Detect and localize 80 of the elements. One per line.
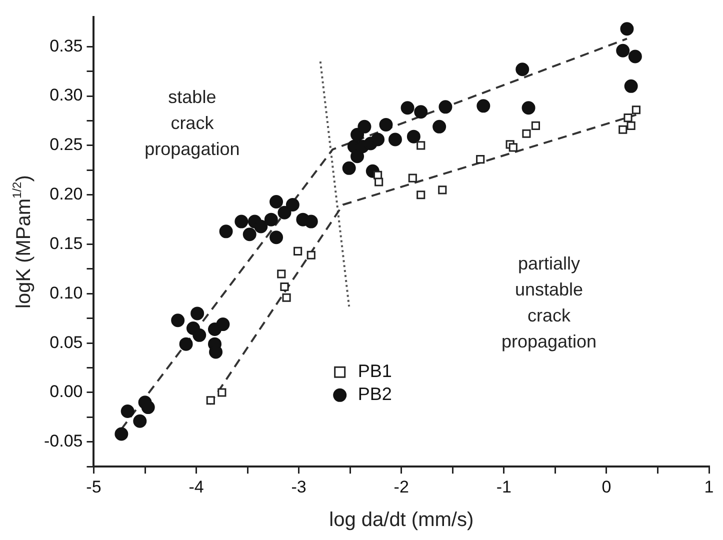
x-tick-label: -3 [291,477,306,496]
point [190,306,204,320]
point [476,99,490,113]
point [400,101,414,115]
point [432,120,446,134]
point [216,318,230,332]
point [476,155,485,164]
point [379,118,393,132]
point [234,214,248,228]
point [414,105,428,119]
point [141,400,155,414]
point [406,130,420,144]
y-tick-label: 0.30 [50,86,83,105]
point [280,282,289,292]
annotation: stable crack propagation [144,86,240,159]
point [206,396,215,405]
point [133,414,147,428]
point [374,178,384,186]
point [616,44,630,58]
point [120,404,134,418]
point [522,101,536,115]
point [618,125,628,134]
point [620,22,634,36]
point [306,250,316,260]
point [416,141,426,150]
point [179,337,193,351]
point [632,106,640,114]
point [350,150,364,164]
point [531,121,540,130]
point [628,50,642,64]
point [522,129,531,138]
y-tick-label: 0.15 [50,234,83,253]
point [219,224,233,238]
point [508,143,518,152]
x-tick-label: -5 [86,477,102,496]
point [516,62,530,76]
x-tick-label: 0 [602,477,612,496]
point [342,161,356,175]
point [388,132,402,146]
point [254,220,268,234]
point [270,230,284,244]
point [242,228,256,242]
point [264,212,278,226]
point [218,388,226,397]
y-tick-label: 0.20 [50,184,83,204]
x-tick-label: -4 [188,477,204,496]
point [438,100,452,114]
point [278,206,292,220]
y-tick-label: 0.35 [50,36,83,56]
point [114,427,128,441]
legend-label: PB2 [358,384,392,404]
y-tick-label: 0.05 [50,332,83,352]
point [438,186,447,194]
y-tick-label: 0.25 [50,135,83,154]
point [270,195,284,209]
x-tick-label: 1 [704,477,714,496]
point [416,190,426,200]
point [358,120,372,134]
point [282,293,291,302]
point [286,198,300,212]
point [294,246,302,256]
y-tick-label: -0.05 [44,432,83,451]
y-tick-label: 0.10 [50,283,83,302]
point [408,174,417,182]
point [277,270,286,278]
point [626,121,636,130]
point [209,345,223,359]
legend-label: PB1 [358,361,392,382]
annotation: partially unstable crack propagation [501,253,597,352]
point [192,328,206,342]
x-tick-label: -2 [394,477,409,496]
point [171,314,185,328]
x-tick-label: -1 [496,477,512,496]
point [371,132,385,146]
y-axis-title: logK (MPam1/2) [10,175,35,308]
point [624,114,632,122]
point [624,79,638,93]
y-tick-label: 0.00 [50,382,83,402]
x-axis-title: log da/dt (mm/s) [329,509,474,531]
point [304,214,318,228]
